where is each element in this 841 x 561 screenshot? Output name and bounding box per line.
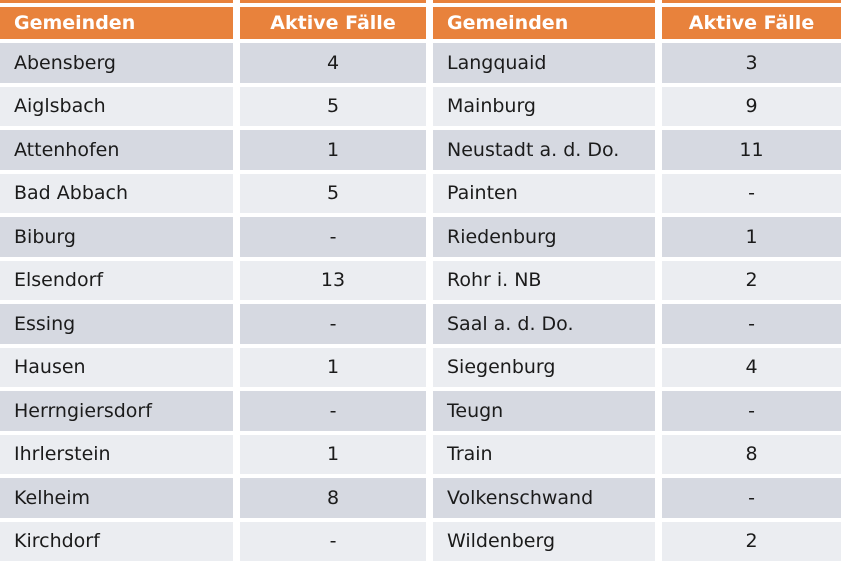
aktive-faelle-value-cell: 1 [240,130,426,170]
table-top-edge-sliver [0,0,233,3]
aktive-faelle-value-cell: 9 [662,86,841,126]
aktive-faelle-value-cell: - [240,304,426,344]
gemeinde-name-cell: Essing [0,304,233,344]
aktive-faelle-value-cell: - [662,391,841,431]
gemeinde-name-cell: Siegenburg [433,347,655,387]
gemeinde-name-cell: Attenhofen [0,130,233,170]
gemeinde-name-cell: Hausen [0,347,233,387]
aktive-faelle-value-cell: 5 [240,86,426,126]
column-header-aktive-faelle-left: Aktive Fälle [240,7,426,39]
gemeinde-name-cell: Saal a. d. Do. [433,304,655,344]
aktive-faelle-value-cell: 4 [662,347,841,387]
gemeinde-name-cell: Neustadt a. d. Do. [433,130,655,170]
gemeinde-name-cell: Biburg [0,217,233,257]
aktive-faelle-value-cell: 1 [240,434,426,474]
column-header-gemeinden-left: Gemeinden [0,7,233,39]
aktive-faelle-value-cell: 3 [662,43,841,83]
gemeinde-name-cell: Langquaid [433,43,655,83]
aktive-faelle-value-cell: 5 [240,173,426,213]
aktive-faelle-value-cell: 1 [662,217,841,257]
gemeinde-name-cell: Teugn [433,391,655,431]
aktive-faelle-value-cell: - [662,173,841,213]
gemeinde-name-cell: Kirchdorf [0,521,233,561]
gemeinde-name-cell: Riedenburg [433,217,655,257]
aktive-faelle-value-cell: 2 [662,521,841,561]
aktive-faelle-value-cell: 13 [240,260,426,300]
gemeinde-name-cell: Rohr i. NB [433,260,655,300]
gemeinde-name-cell: Abensberg [0,43,233,83]
aktive-faelle-value-cell: - [240,217,426,257]
gemeinde-name-cell: Train [433,434,655,474]
gemeinde-name-cell: Bad Abbach [0,173,233,213]
gemeinde-name-cell: Volkenschwand [433,478,655,518]
gemeinde-name-cell: Mainburg [433,86,655,126]
aktive-faelle-value-cell: - [662,478,841,518]
table-top-edge-sliver [433,0,655,3]
column-header-aktive-faelle-right: Aktive Fälle [662,7,841,39]
table-top-edge-sliver [662,0,841,3]
aktive-faelle-value-cell: 4 [240,43,426,83]
gemeinde-name-cell: Painten [433,173,655,213]
column-header-gemeinden-right: Gemeinden [433,7,655,39]
aktive-faelle-value-cell: 11 [662,130,841,170]
aktive-faelle-value-cell: 1 [240,347,426,387]
aktive-faelle-value-cell: 2 [662,260,841,300]
aktive-faelle-value-cell: 8 [240,478,426,518]
aktive-faelle-value-cell: - [662,304,841,344]
table-top-edge-sliver [240,0,426,3]
gemeinde-name-cell: Aiglsbach [0,86,233,126]
gemeinde-name-cell: Herrngiersdorf [0,391,233,431]
gemeinde-name-cell: Kelheim [0,478,233,518]
gemeinde-name-cell: Elsendorf [0,260,233,300]
gemeinde-name-cell: Ihrlerstein [0,434,233,474]
aktive-faelle-value-cell: - [240,391,426,431]
gemeinde-name-cell: Wildenberg [433,521,655,561]
aktive-faelle-value-cell: 8 [662,434,841,474]
aktive-faelle-value-cell: - [240,521,426,561]
